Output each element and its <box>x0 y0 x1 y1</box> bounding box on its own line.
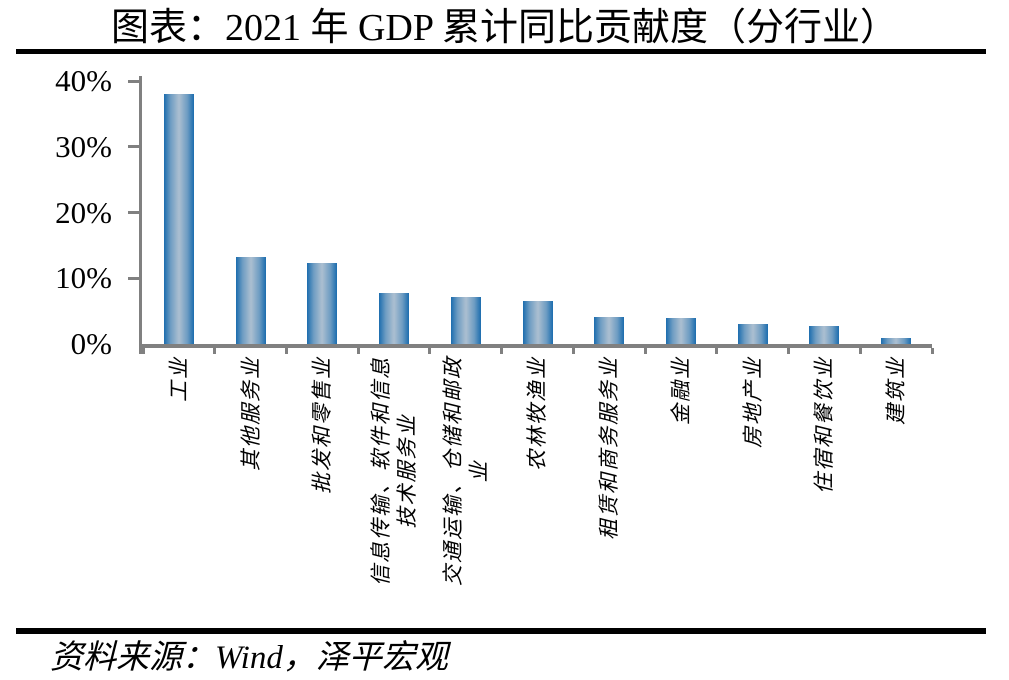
y-axis-tick-label: 0% <box>70 326 112 361</box>
bar-8 <box>665 318 696 344</box>
y-axis-tick-label: 20% <box>55 194 112 230</box>
y-axis-tick <box>128 276 139 280</box>
x-axis-tick <box>213 348 217 354</box>
x-axis-category-cell: 房地产业 <box>717 356 789 624</box>
chart-title: 图表：2021 年 GDP 累计同比贡献度（分行业） <box>110 7 899 49</box>
bar-3 <box>307 263 338 344</box>
y-axis-line <box>139 76 142 354</box>
bar-10 <box>809 325 840 344</box>
source-note: 资料来源：Wind，泽平宏观 <box>50 640 448 676</box>
x-axis-tick <box>141 348 145 354</box>
y-axis-tick <box>128 145 139 149</box>
bar-7 <box>594 317 625 344</box>
x-axis-category-label: 批发和零售业 <box>310 356 335 494</box>
bar-6 <box>522 300 553 344</box>
x-axis-category-cell: 工业 <box>143 356 215 624</box>
x-axis-category-label: 房地产业 <box>740 356 765 448</box>
x-axis-category-label: 农林牧渔业 <box>525 356 550 471</box>
y-axis-tick-label: 40% <box>55 63 112 98</box>
x-axis-category-cell: 金融业 <box>645 356 717 624</box>
x-axis-category-cell: 租赁和商务服务业 <box>573 356 645 624</box>
x-axis-category-label: 信息传输、软件和信息 技术服务业 <box>369 356 420 586</box>
bottom-divider-rule <box>16 628 986 634</box>
y-axis-tick <box>128 211 139 214</box>
bar-5 <box>450 297 481 344</box>
x-axis-category-cell: 其他服务业 <box>215 356 287 624</box>
bar-2 <box>235 257 266 344</box>
x-axis-line <box>139 344 932 348</box>
x-axis-tick <box>930 348 934 354</box>
x-axis-category-cell: 信息传输、软件和信息 技术服务业 <box>358 356 430 624</box>
x-axis-category-cell: 建筑业 <box>860 356 932 624</box>
x-axis-category-label: 金融业 <box>668 356 693 425</box>
x-axis-tick <box>643 348 647 354</box>
x-axis-tick <box>858 348 862 354</box>
x-axis-category-cell: 农林牧渔业 <box>502 356 574 624</box>
x-axis-category-label: 交通运输、仓储和邮政 业 <box>440 356 491 586</box>
x-axis-category-label: 其他服务业 <box>238 356 263 471</box>
bar-9 <box>737 324 768 344</box>
x-axis-tick <box>500 348 504 354</box>
x-axis-category-cell: 住宿和餐饮业 <box>789 356 861 624</box>
x-axis-tick <box>715 348 719 354</box>
bar-1 <box>163 94 194 344</box>
bar-chart: 0% 10% 20% 30% 40% 工业 其他服务业 批发和零售业 信息传输、软件和信息 技术… <box>55 63 934 624</box>
y-axis-tick-label: 30% <box>55 128 112 164</box>
y-axis-tick-label: 10% <box>55 260 112 296</box>
x-axis-tick <box>284 348 288 354</box>
x-axis-tick <box>787 348 791 354</box>
bar-11 <box>881 338 912 344</box>
x-axis-category-cell: 交通运输、仓储和邮政 业 <box>430 356 502 624</box>
x-axis-category-label: 住宿和餐饮业 <box>812 356 837 494</box>
x-axis-category-label: 建筑业 <box>884 356 909 425</box>
x-axis-category-label: 租赁和商务服务业 <box>597 356 622 540</box>
x-axis-category-label: 工业 <box>166 356 191 402</box>
x-axis-tick <box>356 348 360 354</box>
y-axis-tick <box>128 79 139 83</box>
x-axis-tick <box>571 348 575 354</box>
top-divider-rule <box>16 49 986 54</box>
x-axis-category-cell: 批发和零售业 <box>286 356 358 624</box>
bar-4 <box>379 293 410 344</box>
x-axis-tick <box>428 348 432 354</box>
